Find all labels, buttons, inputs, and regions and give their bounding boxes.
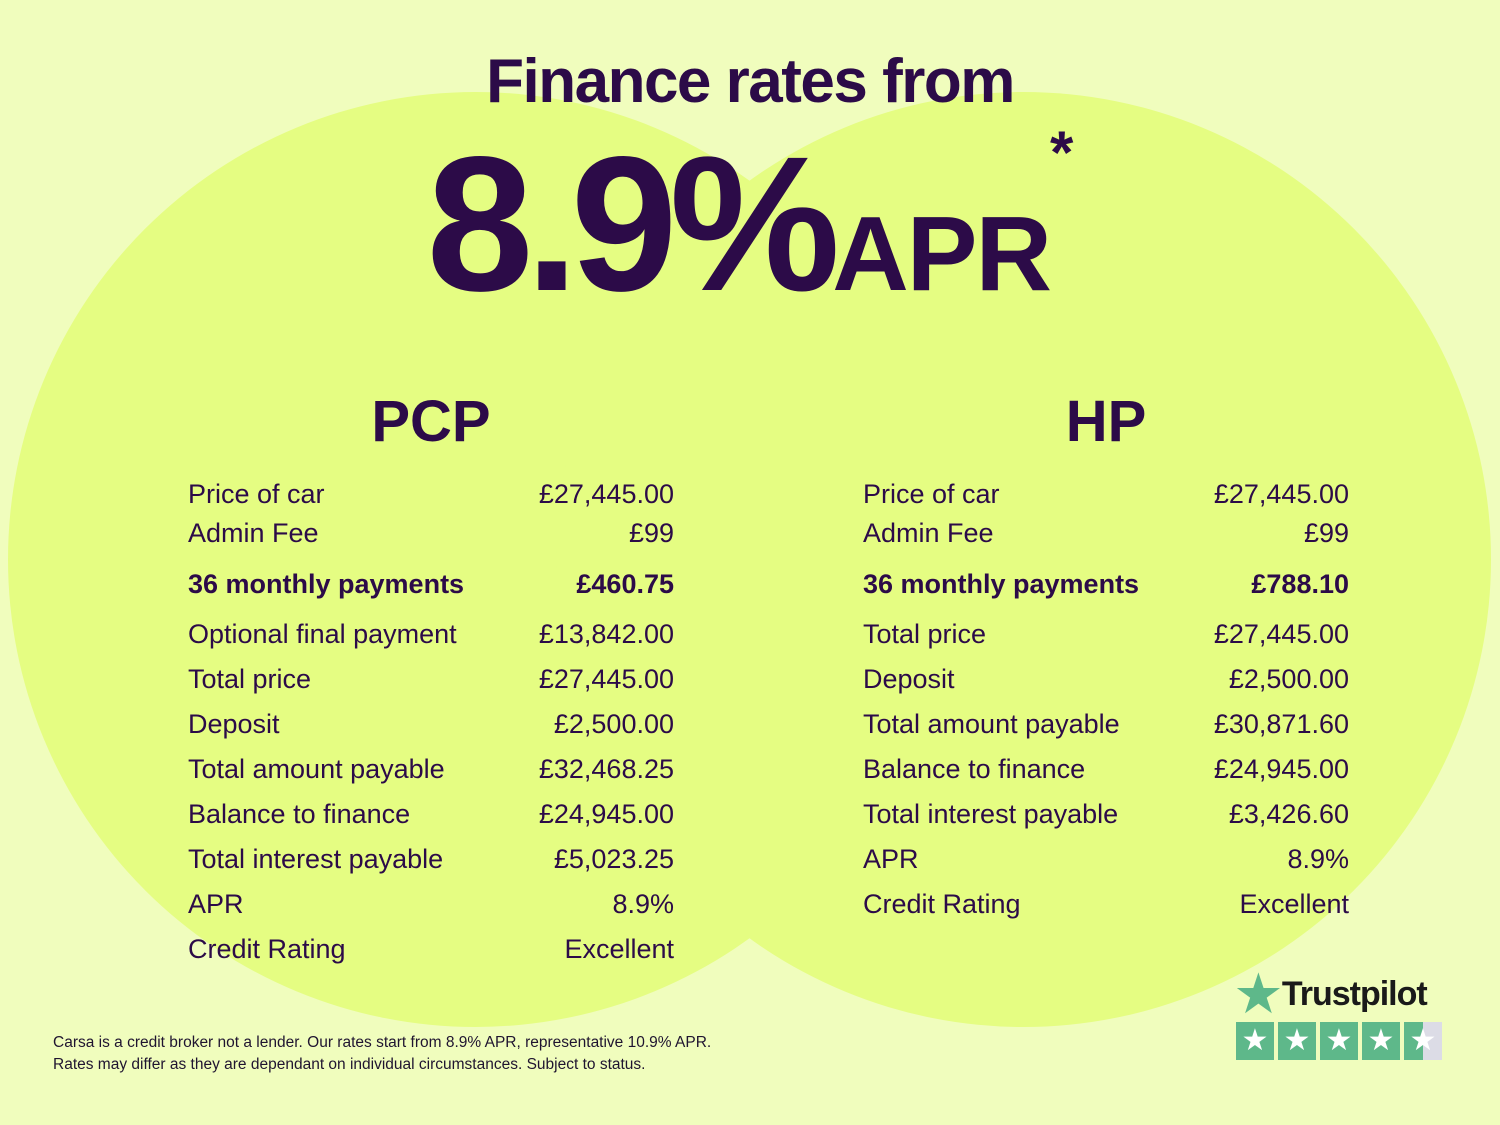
disclaimer-line-1: Carsa is a credit broker not a lender. O… [53, 1034, 712, 1051]
table-row: Price of car £27,445.00 [188, 477, 674, 511]
hp-panel: HP Price of car £27,445.00 Admin Fee £99 36 … [863, 388, 1349, 927]
pcp-rows: Price of car £27,445.00 Admin Fee £99 36 mon… [188, 477, 674, 972]
row-value: £3,426.60 [1228, 799, 1349, 829]
hp-heading: HP [1065, 389, 1147, 454]
table-row: Total price £27,445.00 [188, 657, 674, 702]
table-row: Total interest payable £3,426.60 [863, 792, 1349, 837]
table-row: 36 monthly payments £788.10 [863, 556, 1349, 612]
table-row: Credit Rating Excellent [863, 882, 1349, 927]
hp-rows: Price of car £27,445.00 Admin Fee £99 36 mon… [863, 477, 1349, 927]
rating-star-icon: ★ [1278, 1022, 1316, 1060]
row-label: Deposit [863, 664, 955, 694]
pcp-heading: PCP [371, 389, 491, 454]
row-label: Price of car [863, 478, 1000, 509]
row-label: Admin Fee [188, 518, 319, 548]
row-label: 36 monthly payments [863, 568, 1140, 599]
row-value: £27,445.00 [1213, 619, 1349, 649]
row-value: £788.10 [1251, 568, 1349, 599]
table-row: Balance to finance £24,945.00 [188, 792, 674, 837]
rate-value: 8.9% [426, 116, 841, 331]
row-label: Total amount payable [188, 754, 445, 784]
row-label: Total price [188, 664, 312, 694]
row-label: Price of car [188, 478, 325, 509]
row-value: £99 [1303, 518, 1349, 548]
table-row: Credit Rating Excellent [188, 927, 674, 972]
table-row: 36 monthly payments £460.75 [188, 556, 674, 612]
row-label: Credit Rating [863, 889, 1021, 919]
headline-title: Finance rates from [486, 47, 1015, 116]
row-value: 8.9% [1287, 844, 1349, 874]
row-value: £2,500.00 [1228, 664, 1349, 694]
apr-label: APR [832, 195, 1052, 313]
row-value: £27,445.00 [538, 478, 674, 509]
rating-star-icon: ★ [1320, 1022, 1358, 1060]
table-row: Total interest payable £5,023.25 [188, 837, 674, 882]
asterisk: * [1050, 119, 1074, 186]
row-label: Total interest payable [188, 844, 444, 874]
table-row: Total price £27,445.00 [863, 612, 1349, 657]
row-value: Excellent [564, 934, 674, 964]
table-row: Total amount payable £30,871.60 [863, 702, 1349, 747]
row-value: £99 [628, 518, 674, 548]
star-icon: ★ [1236, 966, 1281, 1022]
row-label: 36 monthly payments [188, 568, 465, 599]
row-label: Optional final payment [188, 619, 457, 649]
row-value: 8.9% [612, 889, 674, 919]
headline-rate: 8.9%APR* [0, 119, 1500, 320]
row-value: £2,500.00 [553, 709, 674, 739]
table-row: Optional final payment £13,842.00 [188, 612, 674, 657]
rating-star-icon: ★ [1404, 1022, 1442, 1060]
trustpilot-name: Trustpilot [1281, 974, 1428, 1013]
row-label: Deposit [188, 709, 280, 739]
row-value: £5,023.25 [553, 844, 674, 874]
background-circle-right [556, 92, 1491, 1027]
row-value: £27,445.00 [538, 664, 674, 694]
row-value: £27,445.00 [1213, 478, 1349, 509]
disclaimer: Carsa is a credit broker not a lender. O… [53, 1032, 711, 1076]
row-label: APR [188, 889, 244, 919]
row-label: Admin Fee [863, 518, 994, 548]
row-value: £13,842.00 [538, 619, 674, 649]
row-label: APR [863, 844, 919, 874]
rating-star-icon: ★ [1362, 1022, 1400, 1060]
row-value: £32,468.25 [538, 754, 674, 784]
table-row: Total amount payable £32,468.25 [188, 747, 674, 792]
row-value: £460.75 [576, 568, 674, 599]
pcp-panel: PCP Price of car £27,445.00 Admin Fee £99 36… [188, 388, 674, 972]
row-value: £24,945.00 [538, 799, 674, 829]
table-row: APR 8.9% [863, 837, 1349, 882]
trustpilot-badge: ★ Trustpilot ★ ★ ★ ★ ★ [1236, 966, 1442, 1060]
row-label: Total interest payable [863, 799, 1119, 829]
table-row: Admin Fee £99 [863, 511, 1349, 556]
table-row: Deposit £2,500.00 [188, 702, 674, 747]
trustpilot-rating: ★ ★ ★ ★ ★ [1236, 1022, 1442, 1060]
row-label: Total amount payable [863, 709, 1120, 739]
disclaimer-line-2: Rates may differ as they are dependant o… [53, 1056, 646, 1073]
table-row: Deposit £2,500.00 [863, 657, 1349, 702]
row-value: £24,945.00 [1213, 754, 1349, 784]
row-value: Excellent [1239, 889, 1349, 919]
trustpilot-logo: ★ Trustpilot [1236, 966, 1442, 1022]
row-label: Balance to finance [863, 754, 1086, 784]
table-row: Balance to finance £24,945.00 [863, 747, 1349, 792]
row-label: Credit Rating [188, 934, 346, 964]
row-value: £30,871.60 [1213, 709, 1349, 739]
table-row: Price of car £27,445.00 [863, 477, 1349, 511]
row-label: Balance to finance [188, 799, 411, 829]
table-row: Admin Fee £99 [188, 511, 674, 556]
table-row: APR 8.9% [188, 882, 674, 927]
rating-star-icon: ★ [1236, 1022, 1274, 1060]
row-label: Total price [863, 619, 987, 649]
